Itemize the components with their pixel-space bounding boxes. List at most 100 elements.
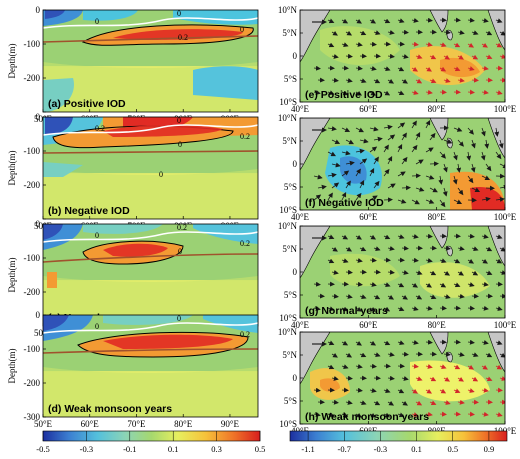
current-vector xyxy=(415,54,423,60)
current-vector xyxy=(401,245,409,251)
current-vector xyxy=(387,183,396,189)
y-tick-label: 10°S xyxy=(279,313,297,323)
anomaly-blob-2 xyxy=(83,10,138,21)
current-vector xyxy=(443,294,451,299)
current-vector xyxy=(345,139,354,145)
y-tick-label: 10°S xyxy=(279,97,297,107)
current-vector xyxy=(383,412,391,418)
current-vector xyxy=(453,127,463,132)
y-tick-label: 5°S xyxy=(284,396,297,406)
current-vector xyxy=(457,54,464,60)
current-vector xyxy=(383,340,391,346)
current-vector xyxy=(341,170,350,177)
current-vector xyxy=(457,399,465,405)
map-panel-e: 10°N 5°N 0 5°S 10°S40°E 60°E 80°E 100°E (e) Posi… xyxy=(278,5,517,114)
current-vector xyxy=(327,412,335,418)
current-vector xyxy=(397,122,406,129)
x-tick-label: 40°E xyxy=(291,212,310,222)
current-vector xyxy=(345,246,353,252)
current-vector xyxy=(355,412,363,418)
contour-label: 0.2 xyxy=(240,132,250,141)
current-vector xyxy=(355,340,362,346)
current-vector xyxy=(498,139,504,149)
current-vector xyxy=(355,234,362,240)
current-vector xyxy=(345,30,353,36)
anomaly-blob-4 xyxy=(193,66,258,100)
africa-land xyxy=(300,332,331,385)
current-vector xyxy=(471,187,481,193)
current-vector xyxy=(369,306,376,312)
current-vector xyxy=(425,305,433,311)
contour-label: 0 xyxy=(95,322,99,331)
current-vector xyxy=(499,30,505,36)
current-vector xyxy=(369,257,377,263)
current-vector xyxy=(327,151,336,157)
current-vector xyxy=(401,376,409,381)
current-vector xyxy=(415,294,423,300)
current-vector xyxy=(327,42,335,48)
colorbar-left: -0.5 -0.3 -0.1 0.1 0.3 0.5 xyxy=(36,430,265,454)
y-tick-label: -100 xyxy=(24,39,41,49)
current-vector xyxy=(442,187,448,197)
current-vector xyxy=(355,41,363,47)
current-vector xyxy=(359,179,365,189)
current-vector xyxy=(355,281,363,287)
panel-label: (b) Negative IOD xyxy=(48,205,130,217)
current-vector xyxy=(369,388,377,393)
current-vector xyxy=(345,352,353,358)
x-tick-label: 70°E xyxy=(127,419,146,429)
current-vector xyxy=(345,294,353,299)
current-vector xyxy=(331,162,341,168)
current-vector xyxy=(411,120,417,129)
current-vector xyxy=(397,90,405,96)
current-vector xyxy=(429,270,437,276)
current-vector xyxy=(327,306,335,312)
current-vector xyxy=(499,184,505,190)
y-tick-label: 10°S xyxy=(279,205,297,215)
current-vector xyxy=(443,54,451,60)
current-vector xyxy=(387,155,393,165)
current-vector xyxy=(355,168,361,177)
current-vector xyxy=(359,78,367,84)
y-tick-label: 0 xyxy=(36,219,41,229)
current-vector xyxy=(499,163,505,169)
current-vector xyxy=(373,294,381,300)
current-vector xyxy=(484,139,490,149)
current-vector xyxy=(425,119,431,129)
x-tick-label: 60°E xyxy=(359,104,378,114)
panel-label: (g) Normal years xyxy=(305,305,388,317)
current-vector xyxy=(415,400,423,406)
map-field-h xyxy=(300,332,505,424)
current-vector xyxy=(355,257,363,263)
colorbar-tick-label: -0.5 xyxy=(36,444,49,454)
current-vector xyxy=(429,400,437,406)
current-vector xyxy=(373,180,380,189)
current-vector xyxy=(397,306,405,312)
current-vector xyxy=(373,30,381,36)
current-vector xyxy=(331,293,339,299)
current-vector xyxy=(495,18,503,24)
contour-label: 0 xyxy=(177,116,181,125)
contour-label: 0 xyxy=(178,247,182,256)
current-vector xyxy=(467,42,475,48)
x-tick-label: 100°E xyxy=(494,320,517,330)
current-vector xyxy=(415,159,424,165)
current-vector xyxy=(495,42,503,48)
mid-field xyxy=(43,169,258,219)
panel-label: (e) Positive IOD xyxy=(305,89,383,101)
current-vector xyxy=(369,195,378,201)
current-vector xyxy=(485,376,493,382)
current-vector xyxy=(313,306,321,311)
current-vector xyxy=(331,399,339,405)
current-vector xyxy=(355,387,363,393)
y-tick-label: 10°N xyxy=(278,221,298,231)
current-vector xyxy=(359,30,367,36)
current-vector xyxy=(387,29,395,35)
current-vector xyxy=(387,351,395,357)
current-vector xyxy=(341,150,351,156)
contour-label: 0.2 xyxy=(177,223,187,232)
current-vector xyxy=(373,400,381,406)
current-vector xyxy=(397,198,407,204)
y-tick-label: -300 xyxy=(24,412,41,422)
